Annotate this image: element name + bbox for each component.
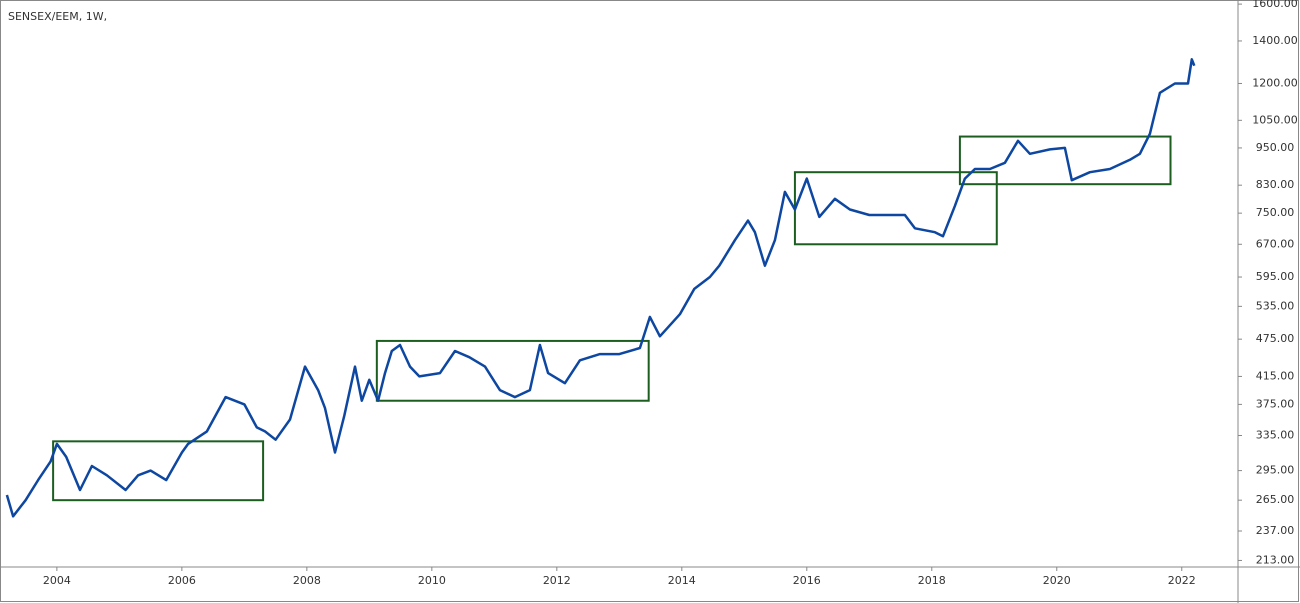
y-tick-label: 1600.00 (1252, 0, 1298, 10)
x-tick-label: 2010 (418, 574, 446, 587)
y-tick-label: 335.00 (1256, 429, 1295, 442)
y-tick-label: 750.00 (1256, 206, 1295, 219)
range-box (375, 339, 650, 402)
y-tick-label: 237.00 (1256, 524, 1295, 537)
y-tick-label: 295.00 (1256, 464, 1295, 477)
y-tick-label: 670.00 (1256, 237, 1295, 250)
x-tick-label: 2022 (1168, 574, 1196, 587)
range-box (958, 135, 1172, 186)
x-tick-label: 2008 (293, 574, 321, 587)
y-tick-label: 1400.00 (1252, 34, 1298, 47)
y-tick-label: 595.00 (1256, 270, 1295, 283)
x-tick-label: 2016 (793, 574, 821, 587)
x-tick-label: 2020 (1043, 574, 1071, 587)
x-tick-label: 2014 (668, 574, 696, 587)
y-tick-label: 535.00 (1256, 299, 1295, 312)
y-tick-label: 475.00 (1256, 332, 1295, 345)
y-tick-label: 950.00 (1256, 141, 1295, 154)
range-box (52, 440, 265, 502)
y-tick-label: 415.00 (1256, 369, 1295, 382)
y-tick-label: 830.00 (1256, 178, 1295, 191)
y-tick-label: 213.00 (1256, 553, 1295, 566)
y-tick-label: 265.00 (1256, 493, 1295, 506)
x-tick-label: 2004 (43, 574, 71, 587)
chart-title: SENSEX/EEM, 1W, (8, 10, 107, 23)
x-tick-label: 2012 (543, 574, 571, 587)
y-tick-label: 375.00 (1256, 397, 1295, 410)
x-tick-label: 2018 (918, 574, 946, 587)
x-tick-label: 2006 (168, 574, 196, 587)
y-tick-label: 1200.00 (1252, 76, 1298, 89)
price-line (5, 58, 1196, 518)
y-tick-label: 1050.00 (1252, 113, 1298, 126)
